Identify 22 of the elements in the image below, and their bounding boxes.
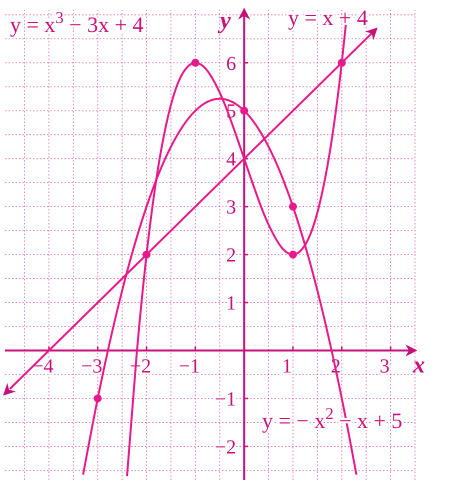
x-tick-label: −4 <box>32 356 54 378</box>
point <box>288 250 297 259</box>
x-tick-label: −1 <box>178 356 200 378</box>
point <box>191 58 200 67</box>
x-tick-label: 1 <box>282 356 292 378</box>
y-tick-label: −1 <box>214 388 236 410</box>
x-axis-title: x <box>412 352 425 379</box>
x-tick-label: −3 <box>81 356 102 378</box>
y-tick-label: 6 <box>226 52 236 75</box>
annotation: y = x + 4 <box>288 5 368 30</box>
annotation: y = x$^{3}$ − 3x + 4 <box>10 8 144 37</box>
y-tick-label: −2 <box>214 436 236 458</box>
point <box>142 250 151 259</box>
y-axis-title: y <box>217 8 232 34</box>
point <box>288 202 297 211</box>
point <box>338 58 346 67</box>
y-tick-label: 1 <box>226 292 236 315</box>
y-tick-label: 2 <box>226 244 236 267</box>
x-tick-label: 3 <box>380 356 390 378</box>
point <box>94 394 102 402</box>
y-tick-label: 4 <box>226 148 236 171</box>
y-tick-label: 3 <box>226 196 236 219</box>
